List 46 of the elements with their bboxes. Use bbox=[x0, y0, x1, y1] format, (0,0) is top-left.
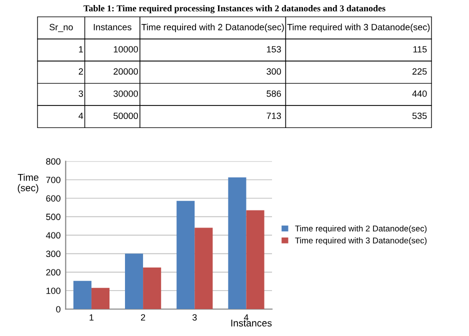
bar bbox=[124, 254, 144, 310]
text: 153 bbox=[266, 46, 281, 52]
text: 225 bbox=[412, 68, 427, 75]
x-tick-label: 3 bbox=[192, 314, 197, 321]
text: Instances bbox=[94, 24, 132, 30]
text: 10000 bbox=[114, 46, 138, 52]
text: 300 bbox=[266, 68, 281, 75]
text: 4 bbox=[78, 112, 84, 119]
y-tick-label: 200 bbox=[46, 269, 60, 276]
y-tick-label: 100 bbox=[46, 288, 60, 294]
text: 30000 bbox=[114, 90, 138, 97]
text: 3 bbox=[78, 90, 83, 97]
chart-title: Table 1: Time required processing Instances with 2 datanodes and 3 datanodes bbox=[84, 5, 386, 14]
y-tick-label: 0 bbox=[56, 306, 60, 312]
y-tick-label: 700 bbox=[46, 176, 60, 184]
bar bbox=[228, 177, 246, 310]
text: 115 bbox=[413, 46, 427, 52]
y-tick-label: 500 bbox=[46, 214, 60, 220]
x-tick-label: 1 bbox=[90, 314, 94, 321]
y-tick-label: 600 bbox=[46, 195, 60, 202]
text: 440 bbox=[412, 90, 427, 97]
y-axis-title: Time (sec) bbox=[18, 174, 38, 194]
text: 586 bbox=[266, 90, 281, 97]
text: 713 bbox=[266, 112, 281, 120]
y-tick-label: 300 bbox=[46, 250, 60, 258]
y-tick-label: 400 bbox=[46, 232, 60, 239]
text: Time required with 3 Datanode(sec) bbox=[287, 24, 430, 32]
text: 2 bbox=[78, 68, 83, 75]
text: 50000 bbox=[114, 112, 138, 120]
bar bbox=[73, 280, 92, 310]
legend-label: Time required with 2 Datanode(sec) bbox=[295, 225, 427, 234]
legend-label: Time required with 3 Datanode(sec) bbox=[295, 237, 427, 246]
text: 1 bbox=[79, 46, 83, 52]
bar bbox=[176, 200, 195, 310]
text: 20000 bbox=[114, 68, 138, 75]
bar bbox=[91, 288, 110, 310]
x-tick-label: 4 bbox=[244, 314, 248, 321]
y-tick-label: 800 bbox=[46, 158, 60, 165]
bar bbox=[143, 268, 162, 310]
text: Sr_no bbox=[50, 24, 73, 32]
text: 535 bbox=[412, 112, 427, 120]
bar bbox=[194, 228, 213, 310]
bar bbox=[246, 210, 264, 310]
x-axis-title: Instances bbox=[231, 320, 272, 327]
text: Time required with 2 Datanode(sec) bbox=[141, 24, 284, 32]
x-tick-label: 2 bbox=[140, 314, 146, 321]
